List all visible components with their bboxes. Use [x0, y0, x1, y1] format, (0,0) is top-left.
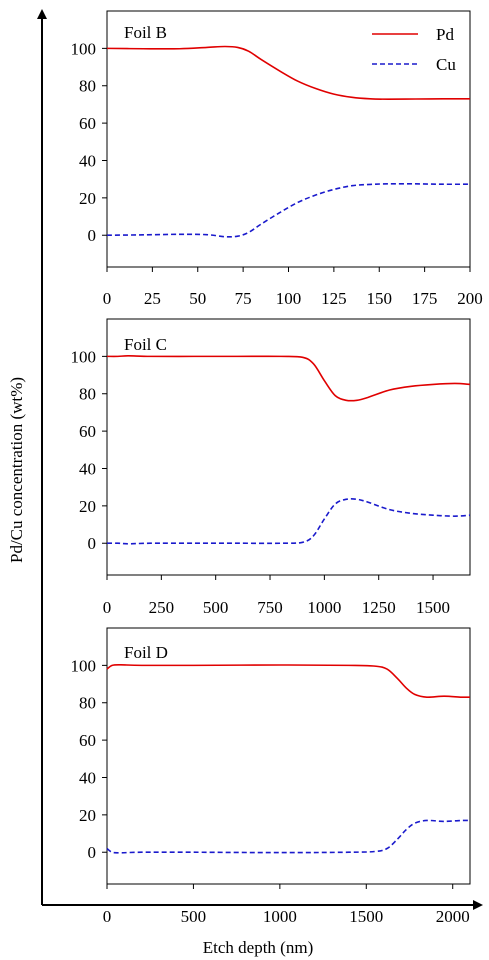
panel-frame — [106, 318, 471, 576]
x-tick-label: 750 — [257, 598, 283, 617]
series-line-pd — [106, 663, 471, 699]
x-tick-label: 200 — [457, 289, 483, 308]
y-tick-label: 0 — [88, 843, 97, 862]
y-tick-label: 60 — [79, 731, 96, 750]
x-tick-label: 0 — [103, 289, 112, 308]
x-tick-label: 500 — [203, 598, 229, 617]
y-tick-label: 80 — [79, 694, 96, 713]
x-tick-label: 50 — [189, 289, 206, 308]
x-tick-label: 125 — [321, 289, 347, 308]
y-tick-label: 20 — [79, 497, 96, 516]
y-tick-label: 80 — [79, 77, 96, 96]
panel-foil-d: Foil D — [106, 627, 471, 885]
y-tick-label: 60 — [79, 422, 96, 441]
series-line-pd — [106, 355, 471, 402]
y-tick-label: 100 — [71, 656, 97, 675]
x-tick-label: 0 — [103, 598, 112, 617]
y-tick-label: 40 — [79, 151, 96, 170]
x-tick-label: 175 — [412, 289, 438, 308]
x-tick-label: 1500 — [416, 598, 450, 617]
legend-cu-label: Cu — [436, 55, 456, 74]
x-tick-label: 250 — [149, 598, 175, 617]
y-tick-label: 60 — [79, 114, 96, 133]
panel-0-plot: 0 20 40 60 80 100 0 25 50 75 100 125 150 175 200 — [71, 39, 483, 308]
panel-frame — [106, 627, 471, 885]
series-line-pd — [106, 45, 471, 101]
y-tick-label: 100 — [71, 39, 97, 58]
x-tick-label: 1000 — [263, 907, 297, 926]
y-tick-label: 80 — [79, 385, 96, 404]
x-tick-label: 1500 — [349, 907, 383, 926]
shared-x-axis-label: Etch depth (nm) — [203, 938, 313, 957]
legend: Pd Cu — [372, 25, 456, 74]
series-line-cu — [106, 182, 471, 238]
x-tick-label: 150 — [367, 289, 393, 308]
y-tick-label: 40 — [79, 768, 96, 787]
y-tick-label: 0 — [88, 534, 97, 553]
y-tick-label: 0 — [88, 226, 97, 245]
y-tick-label: 100 — [71, 347, 97, 366]
panel-title: Foil B — [124, 23, 167, 42]
x-tick-label: 500 — [181, 907, 207, 926]
panel-foil-c: Foil C — [106, 318, 471, 576]
x-tick-label: 100 — [276, 289, 302, 308]
x-tick-label: 0 — [103, 907, 112, 926]
series-line-cu — [106, 498, 471, 545]
y-tick-label: 40 — [79, 459, 96, 478]
x-tick-label: 25 — [144, 289, 161, 308]
x-tick-label: 75 — [235, 289, 252, 308]
y-tick-label: 20 — [79, 189, 96, 208]
y-tick-label: 20 — [79, 806, 96, 825]
legend-pd-label: Pd — [436, 25, 454, 44]
panel-title: Foil C — [124, 335, 167, 354]
x-tick-label: 1250 — [362, 598, 396, 617]
panel-title: Foil D — [124, 643, 168, 662]
shared-y-axis-label: Pd/Cu concentration (wt%) — [7, 377, 26, 563]
x-tick-label: 2000 — [436, 907, 470, 926]
x-tick-label: 1000 — [307, 598, 341, 617]
series-line-cu — [106, 819, 471, 854]
